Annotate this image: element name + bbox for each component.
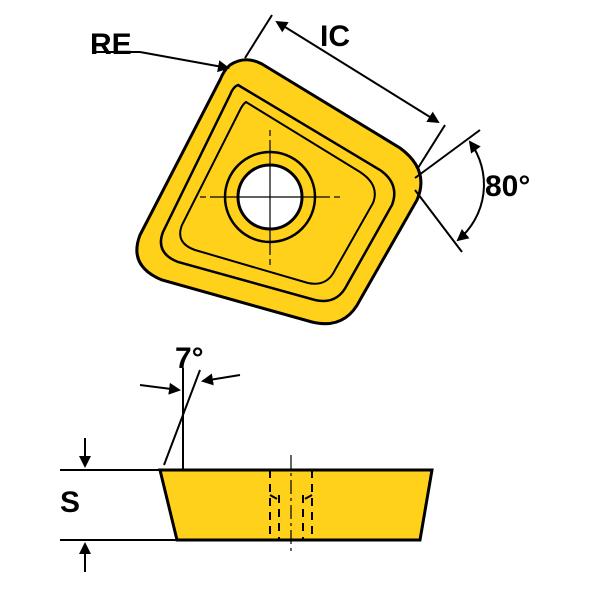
technical-drawing [0,0,600,600]
label-80: 80° [485,170,530,204]
side-profile [160,470,432,540]
relief-angle [140,368,240,470]
side-view [60,368,432,572]
label-7: 7° [175,342,204,376]
angle-80 [415,130,484,252]
label-ic: IC [320,20,350,54]
top-view [95,15,484,324]
label-re: RE [90,28,132,62]
label-s: S [60,486,80,520]
